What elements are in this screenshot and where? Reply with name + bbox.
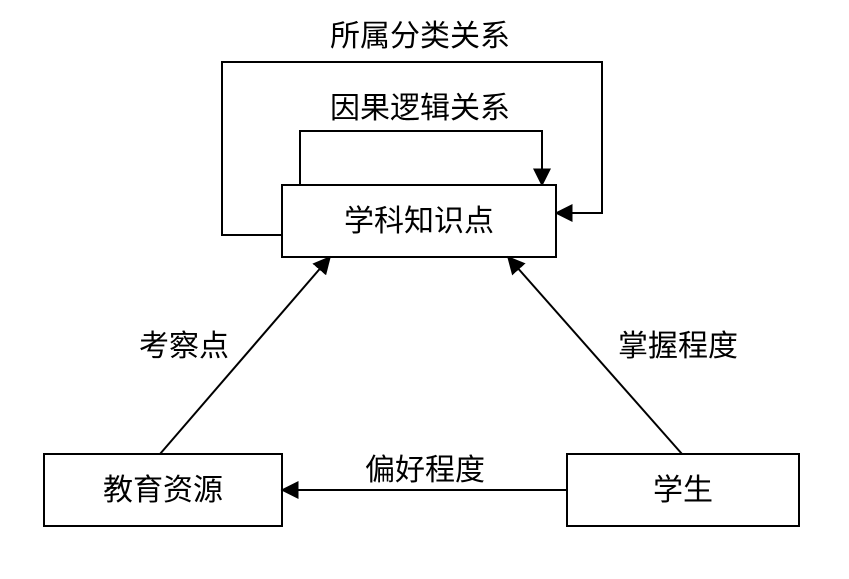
edge-preference-label: 偏好程度 bbox=[365, 454, 485, 487]
edge-exam-point-label: 考察点 bbox=[139, 330, 229, 363]
edge-causal-label: 因果逻辑关系 bbox=[330, 92, 510, 125]
edge-causal-line bbox=[300, 131, 542, 185]
edge-mastery: 掌握程度 bbox=[508, 257, 738, 454]
edge-exam-point: 考察点 bbox=[139, 257, 330, 454]
node-edu-resource-label: 教育资源 bbox=[103, 474, 223, 507]
node-subject-knowledge: 学科知识点 bbox=[282, 185, 556, 257]
node-student-label: 学生 bbox=[653, 474, 713, 507]
edge-classification-label: 所属分类关系 bbox=[330, 20, 510, 53]
edge-preference: 偏好程度 bbox=[282, 454, 567, 490]
edge-mastery-label: 掌握程度 bbox=[618, 330, 738, 363]
node-edu-resource: 教育资源 bbox=[44, 454, 282, 526]
edge-causal: 因果逻辑关系 bbox=[300, 92, 542, 185]
node-subject-knowledge-label: 学科知识点 bbox=[344, 205, 494, 238]
node-student: 学生 bbox=[567, 454, 799, 526]
